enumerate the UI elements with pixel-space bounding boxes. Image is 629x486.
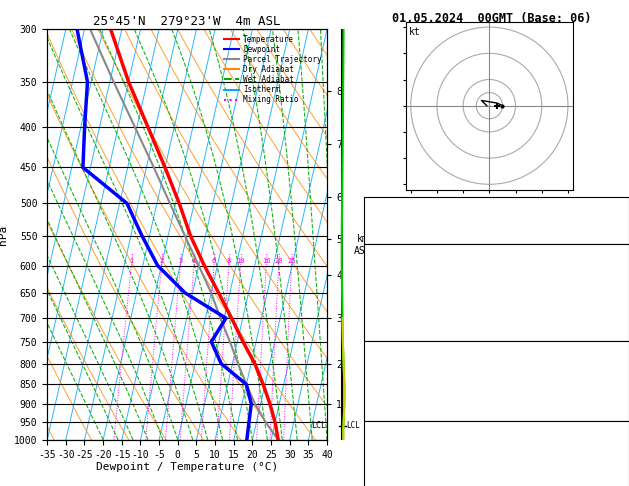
Text: 18.5: 18.5 — [599, 271, 623, 281]
Text: StmDir: StmDir — [372, 461, 409, 471]
Y-axis label: km
ASL: km ASL — [354, 235, 372, 256]
Text: -3: -3 — [611, 298, 623, 308]
Text: 2: 2 — [159, 258, 164, 263]
Text: Lifted Index: Lifted Index — [372, 298, 447, 308]
Text: StmSpd (kt): StmSpd (kt) — [372, 474, 440, 484]
Title: 25°45'N  279°23'W  4m ASL: 25°45'N 279°23'W 4m ASL — [93, 15, 281, 28]
Text: Most Unstable: Most Unstable — [455, 344, 537, 354]
Text: 16: 16 — [262, 258, 270, 263]
Text: 739: 739 — [604, 393, 623, 403]
Text: 0: 0 — [617, 406, 623, 416]
Text: Hodograph: Hodograph — [468, 424, 525, 434]
Text: CIN (J): CIN (J) — [372, 325, 416, 335]
Text: 3: 3 — [617, 474, 623, 484]
Text: 337: 337 — [604, 285, 623, 295]
Text: 17: 17 — [611, 435, 623, 445]
Text: 25: 25 — [287, 258, 296, 263]
Text: EH: EH — [372, 435, 384, 445]
Text: Pressure (mb): Pressure (mb) — [372, 355, 453, 365]
Text: 6: 6 — [212, 258, 216, 263]
Text: 8: 8 — [226, 258, 231, 263]
Text: Totals Totals: Totals Totals — [372, 216, 453, 226]
Bar — [364, 341, 629, 421]
Text: 0: 0 — [617, 325, 623, 335]
Text: 1: 1 — [129, 258, 133, 263]
Text: © weatheronline.co.uk: © weatheronline.co.uk — [430, 470, 554, 480]
Text: -3: -3 — [611, 381, 623, 390]
Text: Temp (°C): Temp (°C) — [372, 258, 428, 268]
Text: 739: 739 — [604, 312, 623, 322]
Bar — [364, 421, 629, 486]
Text: 3: 3 — [178, 258, 182, 263]
Text: 20: 20 — [274, 258, 283, 263]
Text: 1015: 1015 — [599, 355, 623, 365]
Text: K: K — [372, 202, 378, 212]
Text: CAPE (J): CAPE (J) — [372, 393, 422, 403]
Text: 45: 45 — [611, 216, 623, 226]
Text: 10: 10 — [237, 258, 245, 263]
Text: Dewp (°C): Dewp (°C) — [372, 271, 428, 281]
Text: LCL: LCL — [311, 421, 326, 431]
Text: θₑ(K): θₑ(K) — [372, 285, 403, 295]
Text: 28: 28 — [611, 202, 623, 212]
Text: PW (cm): PW (cm) — [372, 231, 416, 241]
X-axis label: Dewpoint / Temperature (°C): Dewpoint / Temperature (°C) — [96, 462, 278, 472]
Text: 4: 4 — [192, 258, 196, 263]
Text: θₑ (K): θₑ (K) — [372, 367, 409, 378]
Legend: Temperature, Dewpoint, Parcel Trajectory, Dry Adiabat, Wet Adiabat, Isotherm, Mi: Temperature, Dewpoint, Parcel Trajectory… — [223, 33, 323, 106]
Text: 14: 14 — [611, 448, 623, 458]
Text: SREH: SREH — [372, 448, 397, 458]
Text: 274°: 274° — [599, 461, 623, 471]
Text: CAPE (J): CAPE (J) — [372, 312, 422, 322]
Text: LCL: LCL — [347, 421, 360, 431]
Bar — [364, 244, 629, 341]
Y-axis label: hPa: hPa — [0, 225, 8, 244]
Text: 01.05.2024  00GMT (Base: 06): 01.05.2024 00GMT (Base: 06) — [392, 12, 592, 25]
Text: 26.9: 26.9 — [599, 258, 623, 268]
Text: CIN (J): CIN (J) — [372, 406, 416, 416]
Text: kt: kt — [409, 27, 421, 37]
Text: 337: 337 — [604, 367, 623, 378]
Text: Surface: Surface — [474, 247, 518, 257]
Text: Lifted Index: Lifted Index — [372, 381, 447, 390]
Text: 3.35: 3.35 — [599, 231, 623, 241]
Bar — [364, 197, 629, 244]
